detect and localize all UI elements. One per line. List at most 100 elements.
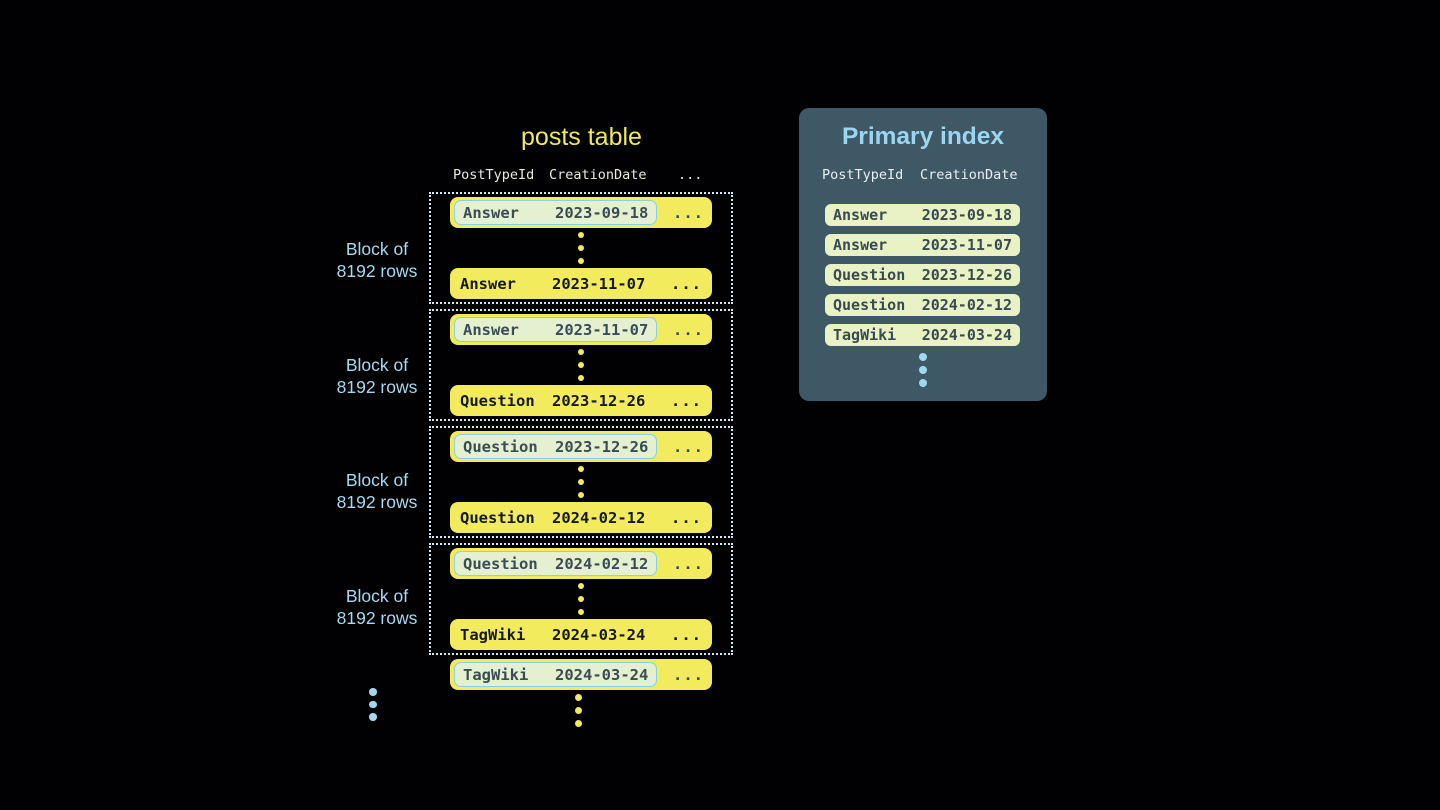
block-label-line1: Block of [345, 586, 409, 606]
row-more-columns: ... [671, 391, 702, 410]
row-block-4: Question 2024-02-12 ... TagWiki 2024-03-… [429, 543, 733, 655]
dot [919, 353, 927, 361]
row-posttypeid: TagWiki [460, 625, 526, 644]
indexed-row-highlight: Question 2024-02-12 [454, 551, 658, 576]
ellipsis-dots-vertical [450, 462, 712, 502]
block-label-line2: 8192 rows [336, 260, 418, 281]
block-label-line2: 8192 rows [336, 491, 418, 512]
indexed-row-highlight: Answer 2023-09-18 [454, 200, 658, 225]
block-label-line1: Block of [345, 355, 409, 375]
index-entry: Answer 2023-11-07 [825, 234, 1020, 256]
index-entry: Answer 2023-09-18 [825, 204, 1020, 226]
table-row: Answer 2023-11-07 ... [450, 314, 712, 345]
primary-index-panel: Primary index PostTypeId CreationDate An… [799, 108, 1047, 401]
block-label-1: Block of 8192 rows [312, 239, 442, 282]
indexed-row-highlight: Question 2023-12-26 [454, 434, 658, 459]
posts-header-creationdate: CreationDate [549, 167, 647, 183]
more-index-entries-dots [919, 353, 927, 387]
dot [919, 366, 927, 374]
dot [575, 707, 582, 714]
dot [578, 375, 584, 381]
row-creationdate: 2024-03-24 [552, 625, 646, 644]
block-label-line1: Block of [345, 470, 409, 490]
row-creationdate: 2023-12-26 [555, 437, 649, 456]
dot [578, 596, 584, 602]
row-block-1: Answer 2023-09-18 ... Answer 2023-11-07 … [429, 192, 733, 304]
block-label-4: Block of 8192 rows [312, 586, 442, 629]
block-label-line1: Block of [345, 239, 409, 259]
index-posttypeid: Question [833, 296, 906, 314]
row-more-columns: ... [671, 508, 702, 527]
index-posttypeid: TagWiki [833, 326, 897, 344]
row-creationdate: 2024-03-24 [555, 665, 649, 684]
dot [369, 700, 377, 708]
table-row: Question 2023-12-26 ... [450, 431, 712, 462]
indexed-row-highlight: Answer 2023-11-07 [454, 317, 658, 342]
dot [578, 349, 584, 355]
index-posttypeid: Answer [833, 206, 888, 224]
more-rows-dots [575, 694, 582, 727]
table-row-trailing: TagWiki 2024-03-24 ... [450, 659, 712, 690]
row-more-columns: ... [673, 554, 704, 573]
block-label-3: Block of 8192 rows [312, 470, 442, 513]
dot [578, 583, 584, 589]
dot [578, 466, 584, 472]
index-header-posttypeid: PostTypeId [822, 167, 904, 183]
table-row: TagWiki 2024-03-24 ... [450, 619, 712, 650]
row-more-columns: ... [673, 203, 704, 222]
dot [578, 258, 584, 264]
dot [919, 379, 927, 387]
index-entry: TagWiki 2024-03-24 [825, 324, 1020, 346]
dot [578, 245, 584, 251]
row-posttypeid: TagWiki [463, 665, 529, 684]
row-block-2: Answer 2023-11-07 ... Question 2023-12-2… [429, 309, 733, 421]
row-more-columns: ... [673, 665, 704, 684]
ellipsis-dots-vertical [450, 228, 712, 268]
table-row: Answer 2023-11-07 ... [450, 268, 712, 299]
primary-index-rows: Answer 2023-09-18 Answer 2023-11-07 Ques… [825, 204, 1020, 346]
index-header-creationdate: CreationDate [920, 167, 1018, 183]
index-creationdate: 2023-11-07 [921, 236, 1012, 254]
table-row: Question 2024-02-12 ... [450, 548, 712, 579]
dot [369, 713, 377, 721]
table-row: Answer 2023-09-18 ... [450, 197, 712, 228]
dot [578, 492, 584, 498]
row-more-columns: ... [671, 625, 702, 644]
table-row: Question 2024-02-12 ... [450, 502, 712, 533]
index-creationdate: 2024-02-12 [921, 296, 1012, 314]
row-block-3: Question 2023-12-26 ... Question 2024-02… [429, 426, 733, 538]
block-label-line2: 8192 rows [336, 607, 418, 628]
index-creationdate: 2023-12-26 [921, 266, 1012, 284]
row-posttypeid: Answer [463, 203, 519, 222]
primary-index-title: Primary index [841, 123, 1005, 150]
dot [578, 232, 584, 238]
row-more-columns: ... [671, 274, 702, 293]
posts-table-title: posts table [521, 123, 642, 151]
dot [578, 479, 584, 485]
row-creationdate: 2023-11-07 [552, 274, 646, 293]
ellipsis-dots-vertical [450, 345, 712, 385]
row-creationdate: 2024-02-12 [552, 508, 646, 527]
block-label-2: Block of 8192 rows [312, 355, 442, 398]
index-entry: Question 2023-12-26 [825, 264, 1020, 286]
posts-header-posttypeid: PostTypeId [453, 167, 535, 183]
dot [575, 694, 582, 701]
row-creationdate: 2023-09-18 [555, 203, 649, 222]
indexed-row-highlight: TagWiki 2024-03-24 [454, 662, 658, 687]
dot [578, 609, 584, 615]
index-posttypeid: Answer [833, 236, 888, 254]
row-posttypeid: Question [460, 391, 535, 410]
index-entry: Question 2024-02-12 [825, 294, 1020, 316]
dot [369, 688, 377, 696]
index-creationdate: 2023-09-18 [921, 206, 1012, 224]
row-more-columns: ... [673, 320, 704, 339]
dot [578, 362, 584, 368]
index-creationdate: 2024-03-24 [921, 326, 1012, 344]
row-posttypeid: Question [463, 437, 538, 456]
row-creationdate: 2024-02-12 [555, 554, 649, 573]
block-label-line2: 8192 rows [336, 376, 418, 397]
ellipsis-dots-vertical [450, 579, 712, 619]
dot [575, 720, 582, 727]
row-creationdate: 2023-11-07 [555, 320, 649, 339]
